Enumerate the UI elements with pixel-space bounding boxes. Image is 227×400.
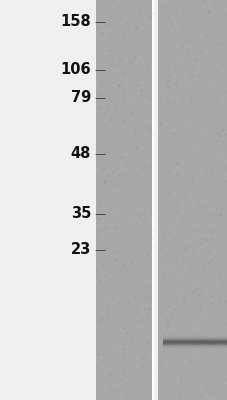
Bar bbox=[152, 0, 153, 400]
Text: —: — bbox=[94, 245, 105, 255]
Bar bbox=[95, 0, 153, 400]
Bar bbox=[158, 0, 226, 400]
Text: 23: 23 bbox=[71, 242, 91, 258]
Text: —: — bbox=[94, 93, 105, 103]
Text: —: — bbox=[94, 149, 105, 159]
Text: 158: 158 bbox=[60, 14, 91, 30]
Text: —: — bbox=[94, 17, 105, 27]
Text: 106: 106 bbox=[60, 62, 91, 78]
Text: 48: 48 bbox=[71, 146, 91, 162]
Text: 35: 35 bbox=[71, 206, 91, 222]
Text: 79: 79 bbox=[71, 90, 91, 106]
Text: —: — bbox=[94, 209, 105, 219]
Text: —: — bbox=[94, 65, 105, 75]
